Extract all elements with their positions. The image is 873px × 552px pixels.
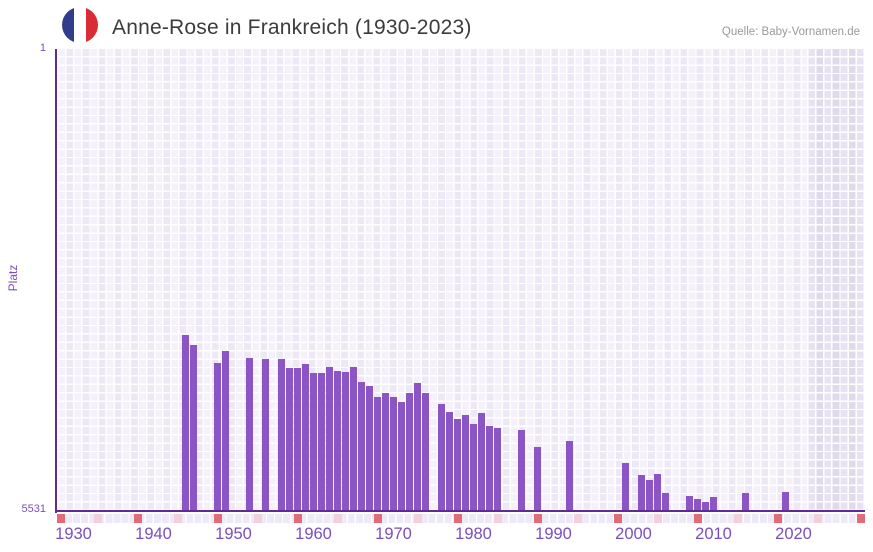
x-tick-label-1960: 1960 — [295, 525, 332, 543]
axis-marker-red-1998 — [613, 513, 622, 523]
bar-1952[interactable] — [245, 358, 254, 511]
x-tick-label-1930: 1930 — [55, 525, 92, 543]
y-axis-title: Platz — [6, 264, 20, 292]
bar-2004[interactable] — [661, 492, 670, 511]
bar-1962[interactable] — [325, 366, 334, 511]
axis-marker-pink-1963 — [333, 513, 342, 523]
bar-1977[interactable] — [445, 412, 454, 511]
bar-1944[interactable] — [181, 334, 190, 511]
flag-stripe-white — [74, 7, 86, 43]
x-axis-line — [55, 510, 865, 513]
bar-1992[interactable] — [565, 440, 574, 511]
bar-1978[interactable] — [453, 419, 462, 511]
source-credit: Quelle: Baby-Vornamen.de — [721, 26, 860, 38]
bar-1954[interactable] — [261, 359, 270, 511]
bar-1974[interactable] — [421, 392, 430, 511]
bar-1967[interactable] — [365, 385, 374, 511]
bar-2003[interactable] — [653, 473, 662, 511]
bar-1960[interactable] — [309, 372, 318, 511]
axis-marker-red-2008 — [693, 513, 702, 523]
axis-marker-red-left-edge — [57, 513, 65, 523]
x-tick-label-2010: 2010 — [695, 525, 732, 543]
flag-stripe-blue — [62, 7, 75, 43]
french-flag-icon — [62, 7, 98, 43]
x-tick-label-2020: 2020 — [775, 525, 812, 543]
bar-2008[interactable] — [693, 498, 702, 511]
bar-1973[interactable] — [413, 382, 422, 511]
bar-1986[interactable] — [517, 429, 526, 511]
bar-1956[interactable] — [277, 358, 286, 511]
bar-2001[interactable] — [637, 474, 646, 511]
axis-marker-pink-2023 — [813, 513, 822, 523]
x-tick-label-1980: 1980 — [455, 525, 492, 543]
axis-marker-pink-1993 — [573, 513, 582, 523]
axis-marker-red-2018 — [773, 513, 782, 523]
bar-1980[interactable] — [469, 424, 478, 511]
recent-years-band — [807, 49, 865, 511]
bar-1971[interactable] — [397, 401, 406, 511]
bar-1966[interactable] — [357, 381, 366, 511]
bar-1981[interactable] — [477, 413, 486, 511]
bar-1969[interactable] — [381, 392, 390, 511]
bar-1945[interactable] — [189, 344, 198, 511]
bar-1961[interactable] — [317, 373, 326, 511]
bar-1988[interactable] — [533, 447, 542, 511]
bar-1965[interactable] — [349, 366, 358, 511]
axis-marker-pink-1943 — [173, 513, 182, 523]
axis-marker-red-1958 — [293, 513, 302, 523]
x-tick-label-1970: 1970 — [375, 525, 412, 543]
y-axis-line — [55, 49, 58, 513]
bar-1976[interactable] — [437, 403, 446, 511]
axis-marker-red-right-edge — [857, 513, 865, 523]
axis-marker-pink-1973 — [413, 513, 422, 523]
bar-1949[interactable] — [221, 351, 230, 511]
axis-marker-red-1978 — [453, 513, 462, 523]
bar-1999[interactable] — [621, 462, 630, 511]
axis-marker-red-1988 — [533, 513, 542, 523]
bar-1957[interactable] — [285, 367, 294, 511]
axis-marker-pink-1953 — [253, 513, 262, 523]
bar-2007[interactable] — [685, 495, 694, 511]
bar-1968[interactable] — [373, 396, 382, 511]
axis-marker-red-1938 — [133, 513, 142, 523]
x-tick-label-1940: 1940 — [135, 525, 172, 543]
tick-strip — [57, 513, 865, 523]
bar-1959[interactable] — [301, 364, 310, 511]
page-title: Anne-Rose in Frankreich (1930-2023) — [112, 16, 472, 39]
axis-marker-red-1948 — [213, 513, 222, 523]
bar-1982[interactable] — [485, 425, 494, 511]
bar-1983[interactable] — [493, 427, 502, 511]
axis-marker-pink-2003 — [653, 513, 662, 523]
bar-1963[interactable] — [333, 370, 342, 511]
x-tick-label-1990: 1990 — [535, 525, 572, 543]
bar-1972[interactable] — [405, 392, 414, 511]
x-tick-label-2000: 2000 — [615, 525, 652, 543]
bar-2019[interactable] — [781, 491, 790, 511]
y-axis-top-label: 1 — [39, 42, 46, 54]
axis-marker-red-1968 — [373, 513, 382, 523]
axis-marker-pink-1933 — [93, 513, 102, 523]
flag-stripe-red — [85, 7, 98, 43]
bar-1970[interactable] — [389, 396, 398, 511]
x-tick-label-1950: 1950 — [215, 525, 252, 543]
bar-1948[interactable] — [213, 362, 222, 511]
bar-2009[interactable] — [701, 501, 710, 511]
y-axis-bottom-label: 5531 — [21, 503, 46, 515]
bar-1964[interactable] — [341, 371, 350, 511]
axis-marker-pink-1983 — [493, 513, 502, 523]
bar-1979[interactable] — [461, 415, 470, 511]
bar-2014[interactable] — [741, 492, 750, 511]
bar-1958[interactable] — [293, 367, 302, 511]
bar-2002[interactable] — [645, 480, 654, 511]
bar-2010[interactable] — [709, 496, 718, 511]
axis-marker-pink-2013 — [733, 513, 742, 523]
